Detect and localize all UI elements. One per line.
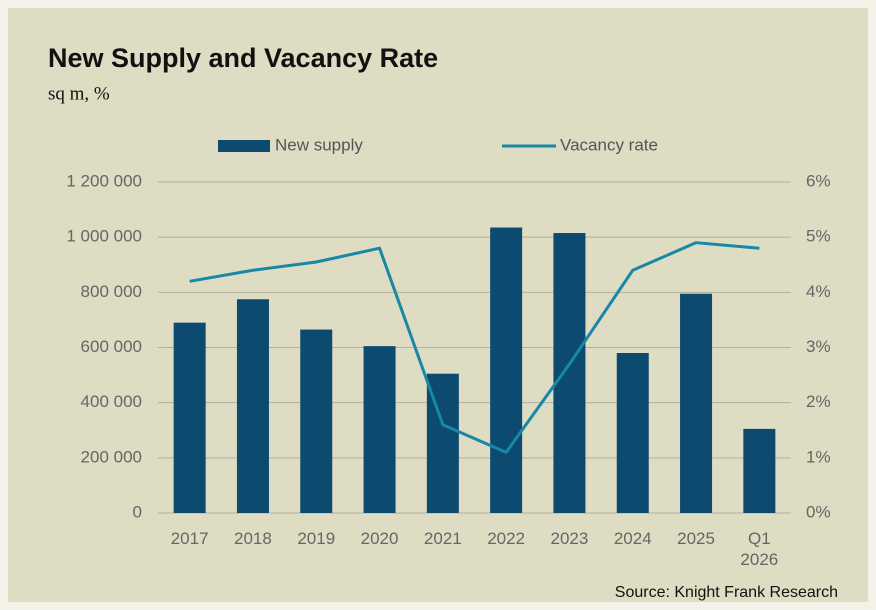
x-tick-label: 2021 [423,529,462,548]
y-tick-label: 600 000 [81,337,142,356]
chart-title: New Supply and Vacancy Rate [48,43,438,73]
y2-tick-label: 4% [806,282,831,301]
line [189,241,760,454]
x-tick-label: 2020 [360,529,399,548]
bar [680,293,713,513]
x-tick-label: 2022 [487,529,526,548]
bar [236,299,269,513]
y2-tick-label: 5% [806,227,831,246]
legend-label: New supply [275,135,363,154]
x-tick-label: 2024 [613,529,652,548]
y-tick-label: 800 000 [81,282,142,301]
x-tick-label: 2018 [234,529,272,548]
x-tick-label: 2019 [297,529,336,548]
x-tick-label: 2023 [550,529,589,548]
y-tick-label: 400 000 [81,392,142,411]
source: Source: Knight Frank Research [615,584,838,601]
chart-subtitle: sq m, % [48,83,110,104]
bar [300,329,333,513]
legend-swatch [218,140,270,152]
x-tick-label: 2017 [170,529,209,548]
bar [173,322,206,513]
bar [743,428,776,513]
y2-tick-label: 0% [806,502,831,521]
y2-tick-label: 1% [806,447,831,466]
y-tick-label: 1 200 000 [66,171,142,190]
bar [553,233,586,513]
x-tick-label: Q1 2026 [740,529,779,569]
y-tick-label: 200 000 [81,447,142,466]
bar [616,353,649,513]
bar [363,346,396,513]
x-tick-label: 2025 [677,529,715,548]
y2-tick-label: 3% [806,337,831,356]
y-tick-label: 0 [133,502,142,521]
y-tick-label: 1 000 000 [66,227,142,246]
bar [490,227,523,513]
y2-tick-label: 6% [806,171,831,190]
y2-tick-label: 2% [806,392,831,411]
legend-label: Vacancy rate [560,135,658,154]
